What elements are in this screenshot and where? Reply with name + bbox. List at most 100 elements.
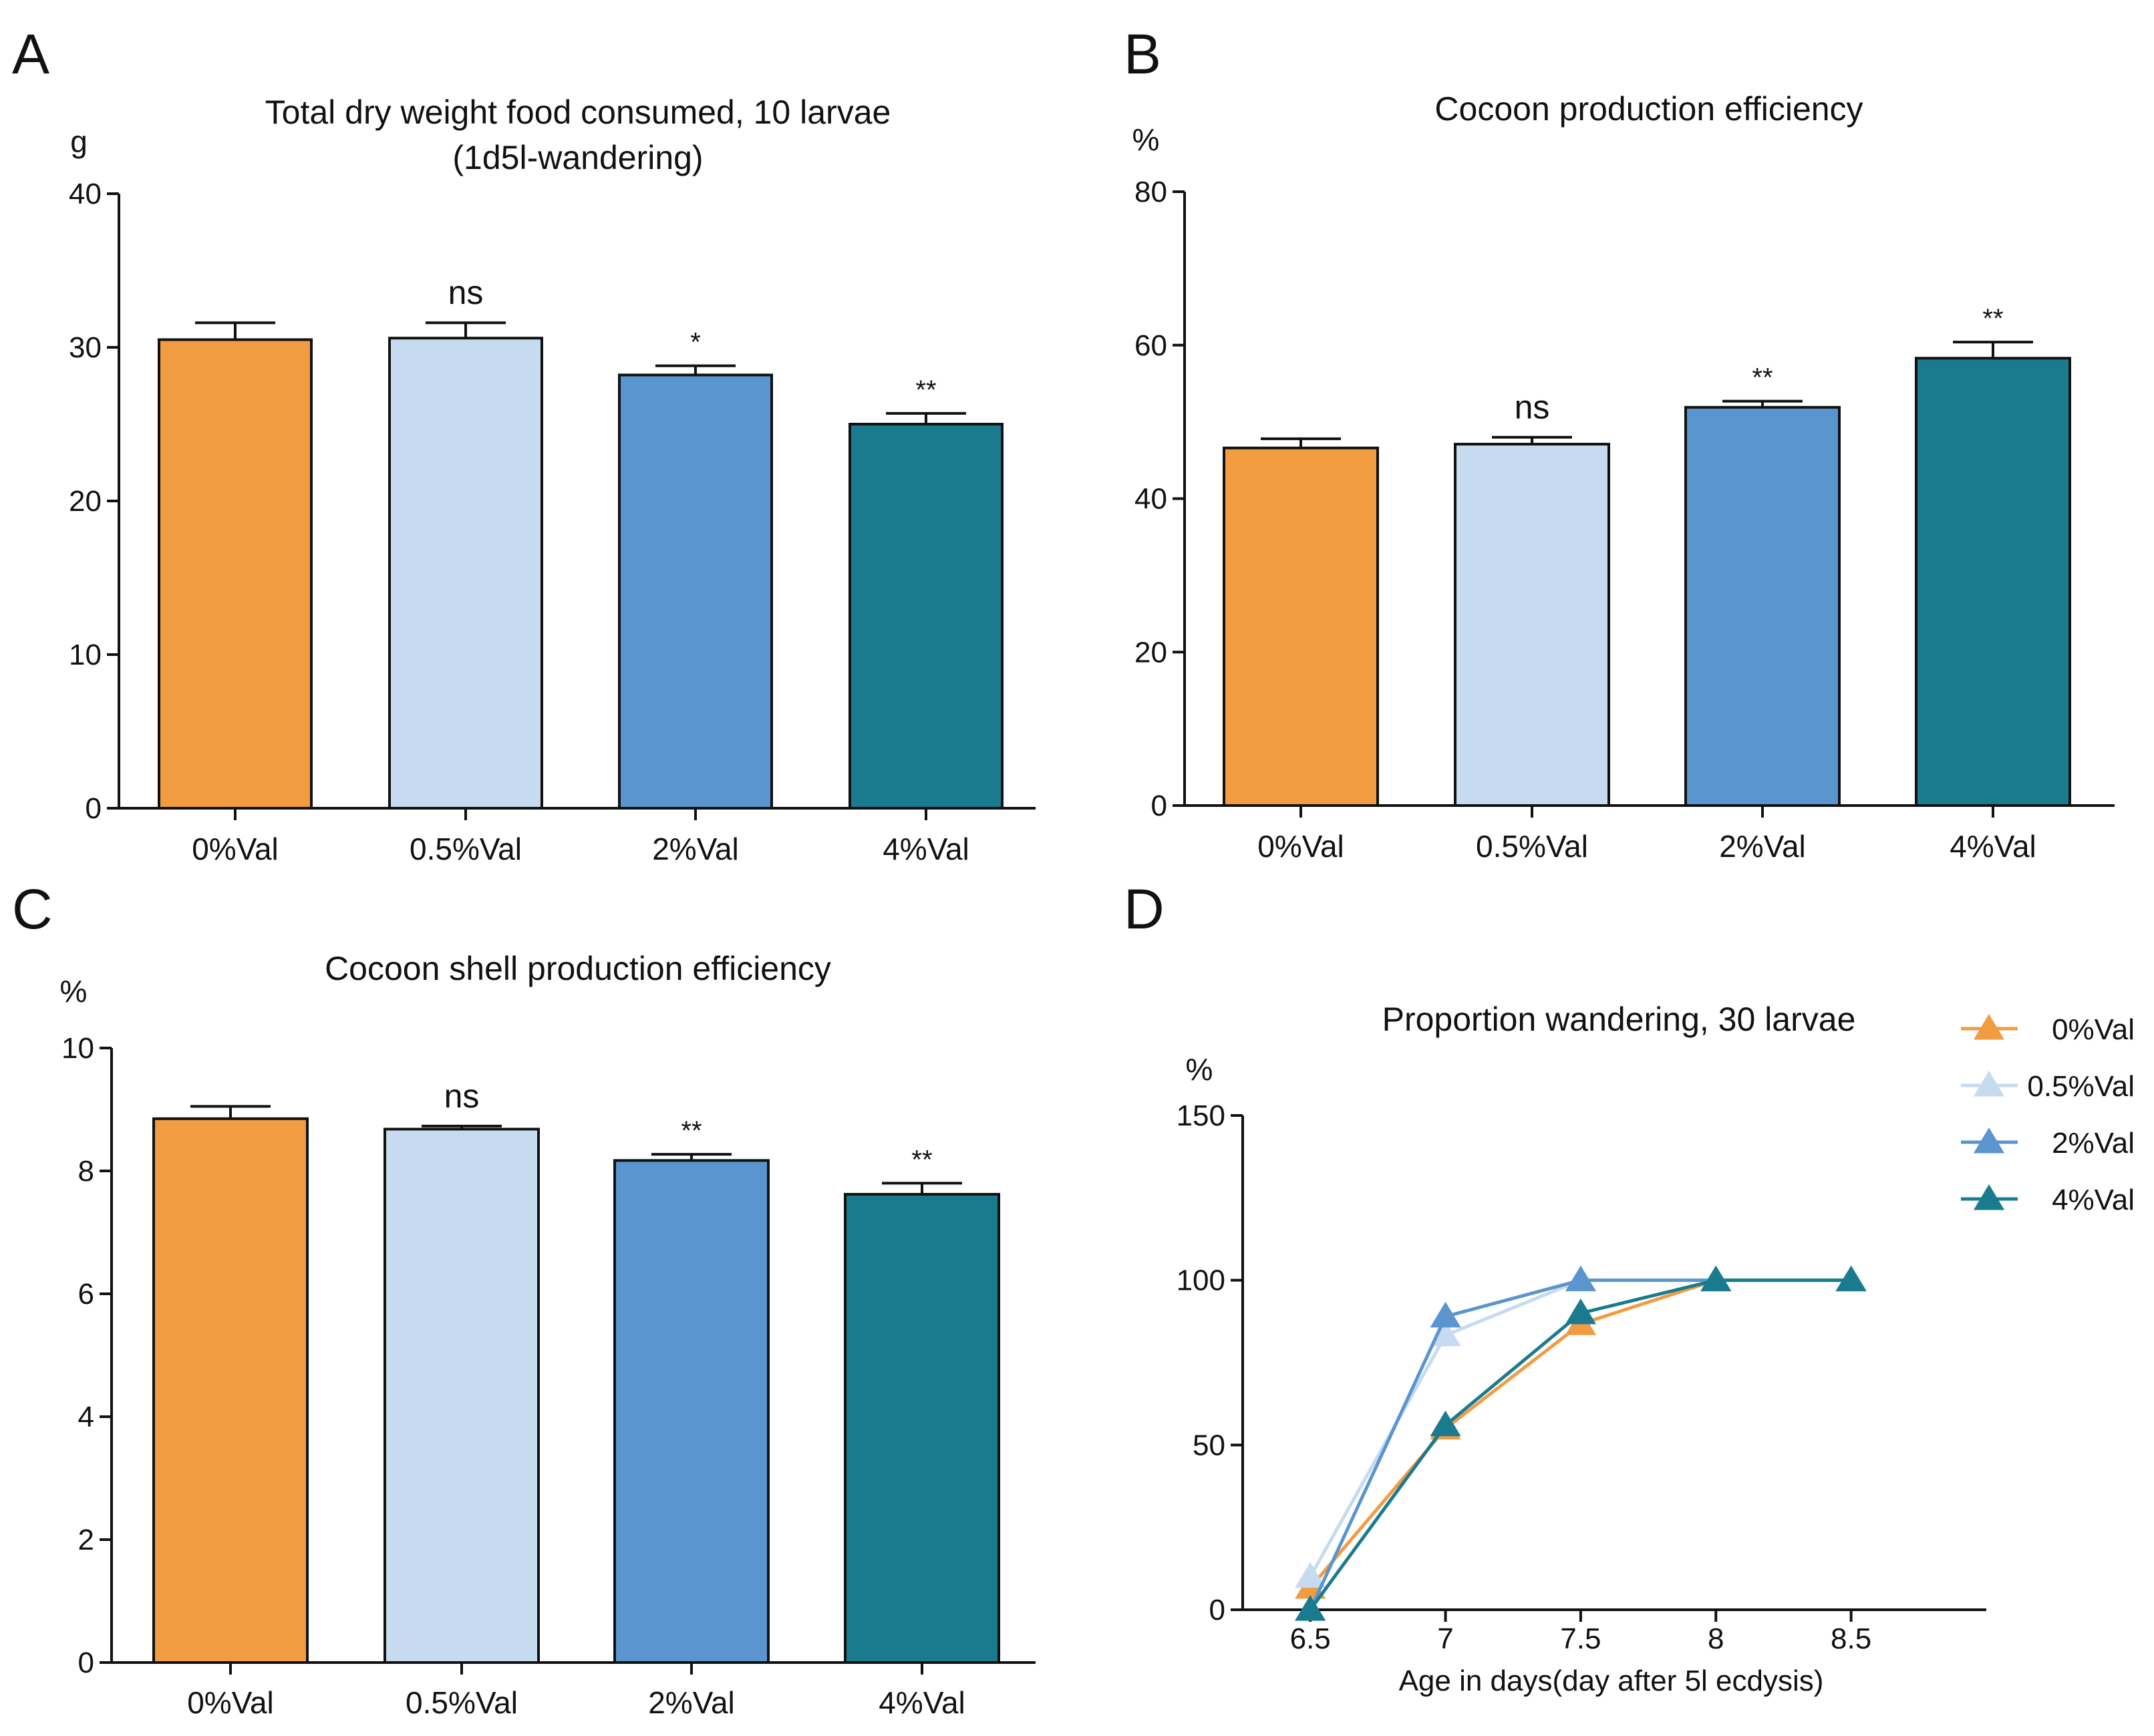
- data-point-marker: [1565, 1298, 1597, 1325]
- chart-title: Proportion wandering, 30 larvae: [1382, 1001, 1856, 1038]
- y-tick-label: 10: [69, 639, 102, 671]
- panel-c: C Cocoon shell production efficiency 0 2 4 6 8…: [12, 878, 1036, 1720]
- bar-0-val: [158, 338, 313, 810]
- bar-0-val: [1223, 446, 1379, 807]
- y-tick-label: 8: [78, 1155, 94, 1188]
- y-tick-label: 0: [1151, 790, 1167, 822]
- x-tick-label: 6.5: [1290, 1622, 1331, 1655]
- y-tick-label: 6: [78, 1278, 94, 1311]
- category-label: 0%Val: [1257, 829, 1344, 864]
- legend-marker-icon: [1973, 1184, 2005, 1210]
- x-tick-label: 8: [1708, 1622, 1724, 1655]
- panel-a: A Total dry weight food consumed, 10 larv…: [12, 23, 1036, 866]
- legend-item: 2%Val: [1961, 1127, 2135, 1160]
- significance-label: *: [690, 328, 701, 357]
- category-label: 4%Val: [1950, 829, 2036, 864]
- legend-item: 0%Val: [1961, 1013, 2135, 1046]
- data-point-marker: [1430, 1321, 1461, 1347]
- y-tick-label: 30: [69, 331, 102, 364]
- y-tick-label: 20: [69, 485, 102, 518]
- legend-marker-icon: [1973, 1071, 2005, 1097]
- bar-0-5-val: [388, 337, 543, 810]
- y-tick-label: 0: [1209, 1594, 1225, 1626]
- bar-4-val: [849, 423, 1004, 810]
- legend-item: 4%Val: [1961, 1184, 2135, 1216]
- y-tick-label: 50: [1193, 1429, 1225, 1461]
- y-tick-label: 100: [1177, 1264, 1225, 1297]
- category-label: 0.5%Val: [406, 1685, 518, 1720]
- x-tick-label: 8.5: [1831, 1622, 1871, 1655]
- bar-2-val: [613, 1159, 770, 1664]
- data-point-marker: [1295, 1595, 1326, 1621]
- bar-0-val: [152, 1117, 309, 1665]
- legend-label: 4%Val: [2052, 1184, 2135, 1216]
- x-axis-title: Age in days(day after 5l ecdysis): [1399, 1665, 1824, 1697]
- y-tick-label: 0: [86, 792, 102, 825]
- legend-label: 0.5%Val: [2027, 1070, 2135, 1103]
- y-tick-label: 80: [1134, 176, 1167, 208]
- chart-title: Cocoon shell production efficiency: [325, 950, 831, 987]
- legend-item: 0.5%Val: [1961, 1070, 2135, 1103]
- bar-2-val: [618, 373, 773, 810]
- significance-label: **: [915, 375, 936, 405]
- category-label: 2%Val: [648, 1685, 735, 1720]
- bar-4-val: [844, 1192, 1000, 1664]
- significance-label: ns: [448, 274, 484, 311]
- category-label: 0%Val: [192, 832, 279, 866]
- bar-0-5-val: [383, 1127, 540, 1664]
- chart-title: Cocoon production efficiency: [1434, 90, 1863, 128]
- category-label: 4%Val: [879, 1685, 965, 1720]
- y-axis-unit: %: [1186, 1052, 1213, 1087]
- y-tick-label: 40: [1134, 483, 1167, 516]
- chart-title: Total dry weight food consumed, 10 larva…: [265, 94, 891, 131]
- y-tick-label: 60: [1134, 329, 1167, 362]
- panel-b: B Cocoon production efficiency 0 20 40 60 80% 0…: [1124, 23, 2115, 864]
- y-tick-label: 150: [1177, 1099, 1225, 1132]
- x-tick-label: 7.5: [1560, 1622, 1601, 1655]
- panel-d: D Proportion wandering, 30 larvae 0 50 100 15…: [1124, 878, 2135, 1697]
- y-axis-unit: %: [1132, 122, 1160, 157]
- y-axis-unit: %: [60, 974, 88, 1009]
- significance-label: ns: [444, 1077, 480, 1115]
- y-tick-label: 2: [78, 1524, 94, 1556]
- category-label: 0%Val: [187, 1685, 274, 1720]
- significance-label: **: [1752, 363, 1773, 393]
- bar-2-val: [1684, 405, 1841, 807]
- y-tick-label: 10: [61, 1032, 94, 1065]
- panel-letter-b: B: [1124, 23, 1161, 85]
- data-point-marker: [1835, 1265, 1867, 1292]
- legend-label: 2%Val: [2052, 1127, 2135, 1160]
- bar-4-val: [1915, 357, 2071, 807]
- legend-marker-icon: [1973, 1014, 2005, 1040]
- category-label: 2%Val: [1719, 829, 1806, 864]
- data-point-marker: [1430, 1301, 1461, 1328]
- panel-letter-a: A: [12, 23, 49, 85]
- category-label: 0.5%Val: [410, 832, 522, 866]
- data-point-marker: [1430, 1410, 1461, 1437]
- significance-label: **: [911, 1145, 932, 1174]
- legend-marker-icon: [1973, 1127, 2005, 1154]
- data-point-marker: [1565, 1265, 1597, 1292]
- x-tick-label: 7: [1437, 1622, 1453, 1655]
- y-tick-label: 4: [78, 1401, 94, 1433]
- data-point-marker: [1295, 1562, 1326, 1588]
- y-tick-label: 20: [1134, 636, 1167, 669]
- category-label: 4%Val: [883, 832, 969, 866]
- legend-label: 0%Val: [2052, 1013, 2135, 1046]
- significance-label: **: [1982, 304, 2003, 333]
- y-axis-unit: g: [70, 124, 88, 159]
- significance-label: **: [681, 1116, 702, 1146]
- data-point-marker: [1700, 1265, 1732, 1292]
- series-4-val: [1295, 1265, 1867, 1621]
- category-label: 2%Val: [652, 832, 739, 866]
- panel-letter-d: D: [1124, 878, 1165, 940]
- chart-title: (1d5l-wandering): [452, 139, 703, 176]
- category-label: 0.5%Val: [1476, 829, 1588, 864]
- bar-0-5-val: [1454, 442, 1610, 807]
- panels: A Total dry weight food consumed, 10 larv…: [12, 23, 2135, 1720]
- y-tick-label: 0: [78, 1646, 94, 1679]
- y-tick-label: 40: [69, 178, 102, 210]
- panel-letter-c: C: [12, 878, 53, 940]
